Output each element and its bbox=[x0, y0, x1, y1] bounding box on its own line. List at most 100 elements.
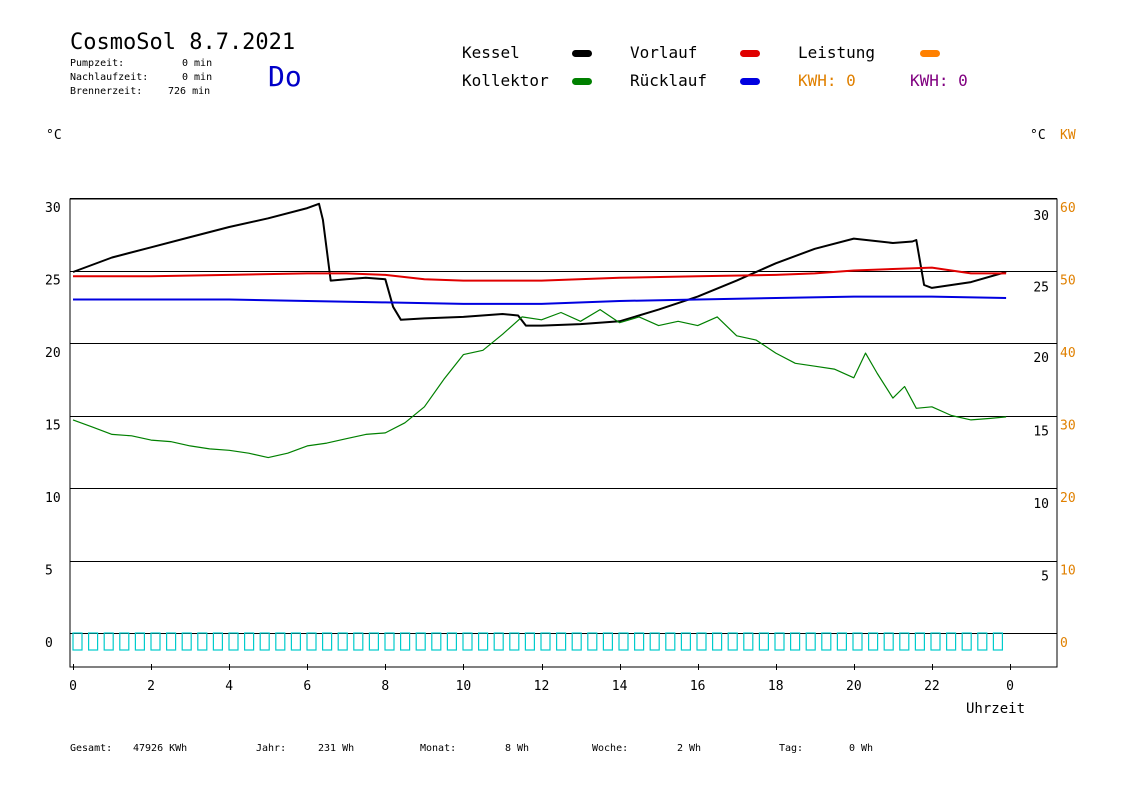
y-tick-label-right: 25 bbox=[1033, 281, 1049, 296]
x-tick-label: 18 bbox=[768, 679, 784, 694]
stat-value: 0 min bbox=[182, 58, 213, 69]
status-box bbox=[914, 632, 926, 651]
series-line-kessel bbox=[72, 202, 1007, 327]
status-box bbox=[930, 632, 941, 651]
y-tick-label-left: 20 bbox=[45, 346, 61, 361]
status-box bbox=[836, 632, 848, 651]
weekday-label: Do bbox=[268, 60, 302, 93]
status-box bbox=[228, 632, 239, 651]
status-box bbox=[462, 632, 473, 651]
x-tick-label: 4 bbox=[225, 679, 233, 694]
status-box bbox=[212, 632, 223, 651]
status-box bbox=[322, 632, 333, 651]
status-box bbox=[540, 632, 551, 651]
x-tick-label: 8 bbox=[381, 679, 389, 694]
x-tick-label: 0 bbox=[69, 679, 77, 694]
y-tick-label-left: 0 bbox=[45, 636, 53, 651]
footer-value: 231 Wh bbox=[318, 743, 355, 754]
status-box bbox=[758, 632, 770, 651]
y-tick-label-kw: 40 bbox=[1060, 346, 1076, 361]
status-box bbox=[400, 632, 411, 651]
y-tick-label-right: 20 bbox=[1033, 351, 1049, 366]
status-box bbox=[821, 632, 832, 651]
status-box bbox=[415, 632, 426, 651]
series-line-vorlauf bbox=[73, 266, 1007, 282]
footer-value: 8 Wh bbox=[505, 743, 530, 754]
status-box bbox=[633, 632, 645, 651]
x-tick-label: 14 bbox=[612, 679, 628, 694]
y-tick-label-left: 30 bbox=[45, 201, 61, 216]
status-box bbox=[244, 632, 255, 651]
y-tick-label-left: 5 bbox=[45, 564, 53, 579]
status-box bbox=[384, 632, 395, 651]
footer-label: Jahr: bbox=[256, 743, 287, 754]
status-box bbox=[805, 632, 816, 651]
status-box bbox=[899, 632, 910, 651]
kwh-secondary: KWH: 0 bbox=[910, 71, 968, 90]
x-tick-label: 20 bbox=[846, 679, 862, 694]
x-tick-label: 0 bbox=[1006, 679, 1014, 694]
y-tick-label-right: 5 bbox=[1041, 570, 1049, 585]
status-box bbox=[883, 632, 894, 651]
status-box bbox=[555, 632, 567, 651]
status-box bbox=[509, 632, 520, 651]
status-box bbox=[961, 632, 972, 651]
x-tick-label: 10 bbox=[456, 679, 472, 694]
y-tick-label-kw: 20 bbox=[1060, 491, 1076, 506]
status-box bbox=[774, 632, 785, 651]
status-box bbox=[134, 632, 145, 651]
x-tick-label: 12 bbox=[534, 679, 550, 694]
status-box bbox=[431, 632, 442, 651]
status-box bbox=[306, 632, 317, 651]
status-box bbox=[524, 632, 536, 651]
legend-label-kollektor: Kollektor bbox=[462, 71, 549, 90]
status-box bbox=[977, 632, 988, 651]
stat-label: Brennerzeit: bbox=[70, 86, 143, 97]
status-box bbox=[680, 632, 692, 651]
legend-label-vorlauf: Vorlauf bbox=[630, 43, 698, 62]
status-box bbox=[711, 632, 723, 651]
status-box bbox=[259, 632, 270, 651]
footer-label: Gesamt: bbox=[70, 743, 113, 754]
footer-value: 2 Wh bbox=[677, 743, 702, 754]
y-tick-label-right: 15 bbox=[1033, 425, 1049, 440]
status-box bbox=[587, 632, 598, 651]
series-line-ruecklauf bbox=[73, 295, 1007, 305]
status-box bbox=[166, 632, 177, 651]
legend-label-ruecklauf: Rücklauf bbox=[630, 71, 708, 90]
status-box bbox=[353, 632, 364, 651]
status-box bbox=[789, 632, 801, 651]
status-box bbox=[119, 632, 130, 651]
status-box bbox=[649, 632, 660, 651]
status-box bbox=[72, 632, 83, 651]
y-tick-label-right: 30 bbox=[1033, 209, 1049, 224]
stat-label: Nachlaufzeit: bbox=[70, 72, 149, 83]
status-box bbox=[618, 632, 629, 651]
stat-value: 0 min bbox=[182, 72, 213, 83]
status-box bbox=[727, 632, 738, 651]
y-tick-label-left: 25 bbox=[45, 274, 61, 289]
legend-swatch-leistung bbox=[920, 50, 940, 57]
legend-label-kessel: Kessel bbox=[462, 43, 520, 62]
status-box bbox=[945, 632, 957, 651]
x-tick-label: 16 bbox=[690, 679, 706, 694]
y-tick-label-kw: 30 bbox=[1060, 419, 1076, 434]
status-box bbox=[197, 632, 208, 651]
y-tick-label-left: 15 bbox=[45, 419, 61, 434]
x-axis-label: Uhrzeit bbox=[966, 701, 1026, 717]
footer-label: Monat: bbox=[420, 743, 457, 754]
status-box bbox=[602, 632, 614, 651]
legend-swatch-kessel bbox=[572, 50, 592, 57]
status-box bbox=[867, 632, 879, 651]
status-box bbox=[852, 632, 863, 651]
footer-label: Woche: bbox=[592, 743, 629, 754]
legend-label-leistung: Leistung bbox=[798, 43, 876, 62]
status-box bbox=[446, 632, 457, 651]
footer-value: 0 Wh bbox=[849, 743, 874, 754]
status-box bbox=[571, 632, 582, 651]
right-axis-unit-kw: KW bbox=[1060, 128, 1076, 143]
kwh-leistung: KWH: 0 bbox=[798, 71, 856, 90]
stat-value: 726 min bbox=[168, 86, 211, 97]
y-tick-label-right: 10 bbox=[1033, 497, 1049, 512]
